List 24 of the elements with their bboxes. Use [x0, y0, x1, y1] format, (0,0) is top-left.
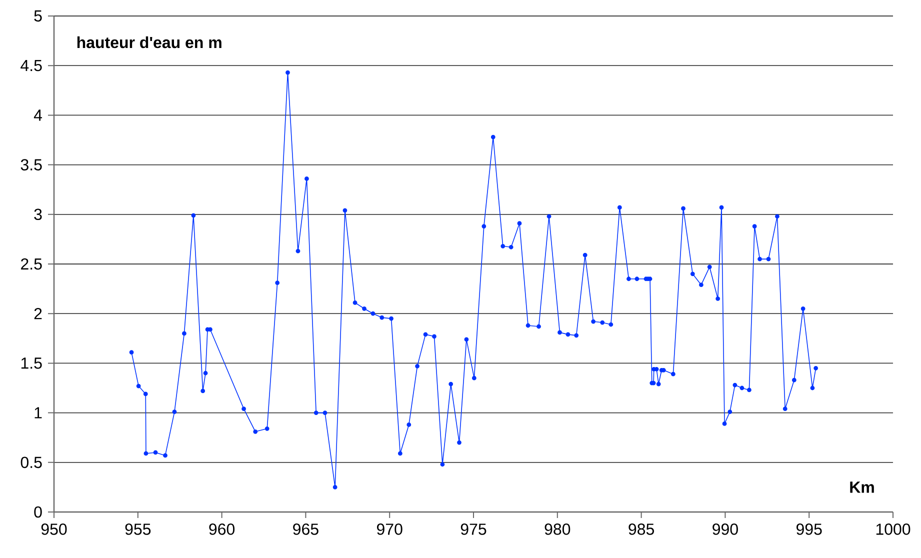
y-tick-label: 3 — [34, 208, 42, 220]
x-tick-label: 970 — [377, 524, 402, 535]
y-tick-label: 0.5 — [20, 456, 42, 468]
y-tick-label: 0 — [34, 506, 42, 518]
x-tick-label: 1000 — [876, 524, 910, 535]
y-tick-label: 5 — [34, 10, 42, 22]
x-tick-label: 955 — [125, 524, 151, 535]
x-tick-label: 950 — [41, 524, 67, 535]
y-tick-label: 1 — [34, 407, 42, 418]
x-tick-label: 965 — [293, 524, 318, 535]
y-tick-label: 4.5 — [20, 60, 42, 72]
x-tick-label: 975 — [460, 524, 486, 535]
y-tick-label: 3.5 — [20, 159, 42, 170]
x-tick-label: 995 — [796, 524, 822, 535]
y-tick-label: 4 — [34, 110, 42, 121]
x-tick-label: 990 — [712, 524, 738, 535]
y-tick-label: 2.5 — [21, 258, 42, 270]
x-tick-label: 980 — [544, 524, 570, 535]
y-tick-label: 2 — [34, 308, 42, 320]
x-tick-label: 985 — [628, 524, 654, 535]
y-tick-label: 1.5 — [21, 358, 42, 369]
x-axis-title: Km — [850, 482, 874, 493]
y-axis-title: hauteur d'eau en m — [77, 36, 222, 48]
x-tick-label: 960 — [209, 524, 235, 535]
